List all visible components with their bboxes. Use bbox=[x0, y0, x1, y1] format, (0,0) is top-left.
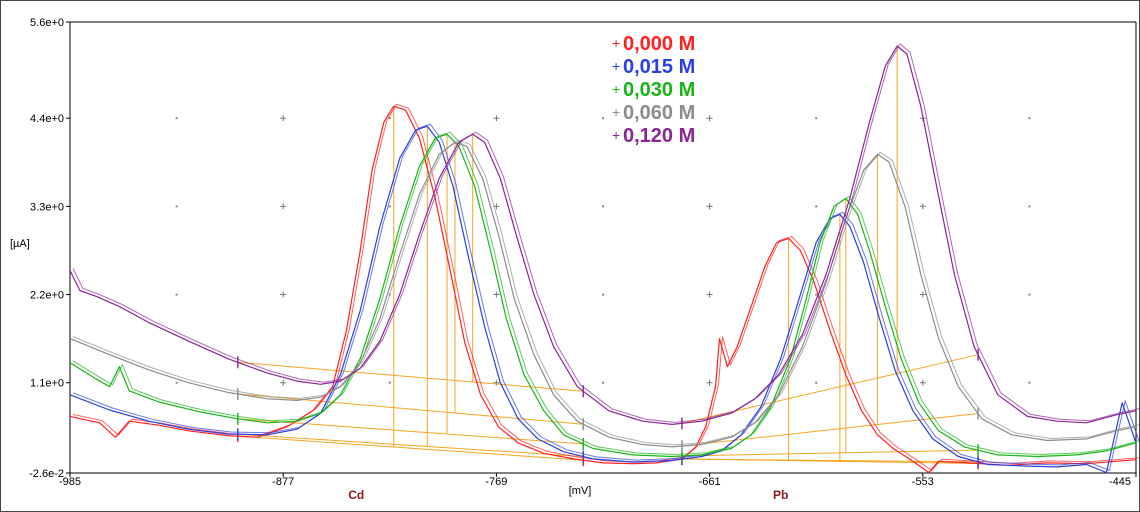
grid-plus-marker bbox=[493, 291, 500, 298]
series-line-3-repeat bbox=[72, 131, 1140, 456]
baseline-construction-lines bbox=[237, 46, 979, 470]
series-line-5 bbox=[69, 45, 1137, 425]
grid-plus-marker bbox=[280, 379, 287, 386]
y-tick-label: 2.2e+0 bbox=[30, 290, 64, 302]
grid-plus-marker bbox=[706, 291, 713, 298]
grid-plus-marker bbox=[280, 291, 287, 298]
legend-marker: + bbox=[612, 127, 620, 143]
grid-plus-marker bbox=[280, 115, 287, 122]
series-line-4-repeat bbox=[72, 139, 1140, 446]
x-tick-label: -661 bbox=[699, 476, 721, 488]
grid-dot bbox=[815, 117, 818, 120]
x-tick-label: -985 bbox=[59, 476, 81, 488]
legend-item: +0,120 M bbox=[612, 125, 695, 147]
legend: +0,000 M+ 0,015 M+ 0,030 M+ 0,060 M+ 0,120 M bbox=[612, 33, 695, 147]
legend-marker: + bbox=[612, 81, 620, 97]
grid-plus-marker bbox=[919, 379, 926, 386]
legend-item: +0,030 M bbox=[612, 79, 695, 101]
grid-plus-marker bbox=[493, 379, 500, 386]
grid-dot bbox=[175, 293, 178, 296]
grid-dot bbox=[602, 117, 604, 120]
axis-ticks: -985 -877 -769 -661 -553 -445 5.6e+0 4.4e+0 3.3e… bbox=[29, 17, 1137, 488]
grid-plus-marker bbox=[919, 291, 926, 298]
y-tick-label: 4.4e+0 bbox=[30, 113, 64, 125]
grid-dot bbox=[175, 381, 178, 384]
grid-dot bbox=[1028, 381, 1031, 384]
x-tick-label: -769 bbox=[485, 476, 507, 488]
x-tick-label: -877 bbox=[272, 476, 294, 488]
peak-labels: Cd Pb bbox=[348, 488, 788, 502]
legend-item: +0,000 M bbox=[612, 33, 695, 55]
grid-dot bbox=[175, 117, 178, 120]
grid-plus-marker bbox=[706, 203, 713, 210]
x-tick-label: -553 bbox=[912, 476, 934, 488]
legend-label: 0,030 M bbox=[623, 79, 695, 101]
grid-plus-marker bbox=[493, 115, 500, 122]
pb-baseline bbox=[681, 412, 979, 447]
y-tick-label: 3.3e+0 bbox=[30, 201, 64, 213]
legend-label: 0,000 M bbox=[623, 33, 695, 55]
pb-baseline bbox=[681, 458, 979, 463]
grid-markers bbox=[175, 115, 1031, 386]
y-axis-label: [µA] bbox=[10, 238, 30, 250]
cd-baseline bbox=[237, 435, 584, 461]
series-line-5-repeat bbox=[72, 43, 1140, 423]
pb-baseline bbox=[681, 449, 979, 457]
grid-dot bbox=[1028, 205, 1031, 208]
legend-marker: + bbox=[612, 104, 620, 120]
legend-label: 0,120 M bbox=[623, 125, 695, 147]
legend-marker: + bbox=[612, 58, 620, 74]
grid-dot bbox=[815, 293, 818, 296]
cd-baseline bbox=[237, 393, 584, 425]
grid-plus-marker bbox=[919, 203, 926, 210]
legend-marker: + bbox=[612, 35, 620, 51]
cd-baseline bbox=[237, 418, 584, 445]
grid-dot bbox=[602, 293, 604, 296]
grid-dot bbox=[602, 381, 604, 384]
grid-dot bbox=[1028, 293, 1031, 296]
legend-label: 0,060 M bbox=[623, 102, 695, 124]
grid-plus-marker bbox=[706, 379, 713, 386]
peak-label: Pb bbox=[773, 488, 788, 502]
grid-dot bbox=[1028, 117, 1031, 120]
grid-dot bbox=[815, 381, 818, 384]
peak-label: Cd bbox=[348, 488, 364, 502]
grid-dot bbox=[602, 205, 604, 208]
grid-dot bbox=[388, 117, 391, 120]
series-line-3 bbox=[69, 133, 1137, 458]
grid-dot bbox=[388, 381, 391, 384]
x-axis-label: [mV] bbox=[569, 485, 592, 497]
series-line-2-repeat bbox=[72, 123, 1140, 472]
y-tick-label: 1.1e+0 bbox=[30, 378, 64, 390]
grid-plus-marker bbox=[706, 115, 713, 122]
y-tick-label: 5.6e+0 bbox=[30, 17, 64, 29]
x-tick-label: -445 bbox=[1109, 476, 1131, 488]
grid-dot bbox=[175, 205, 178, 208]
legend-item: +0,060 M bbox=[612, 102, 695, 124]
grid-dot bbox=[815, 205, 818, 208]
cd-baseline bbox=[237, 361, 584, 392]
grid-dot bbox=[388, 205, 391, 208]
y-tick-label: -2.6e-2 bbox=[29, 468, 64, 480]
legend-label: 0,015 M bbox=[623, 56, 695, 78]
grid-plus-marker bbox=[280, 203, 287, 210]
series-lines bbox=[69, 43, 1140, 474]
legend-item: +0,015 M bbox=[612, 56, 695, 78]
cd-baseline bbox=[237, 433, 584, 457]
